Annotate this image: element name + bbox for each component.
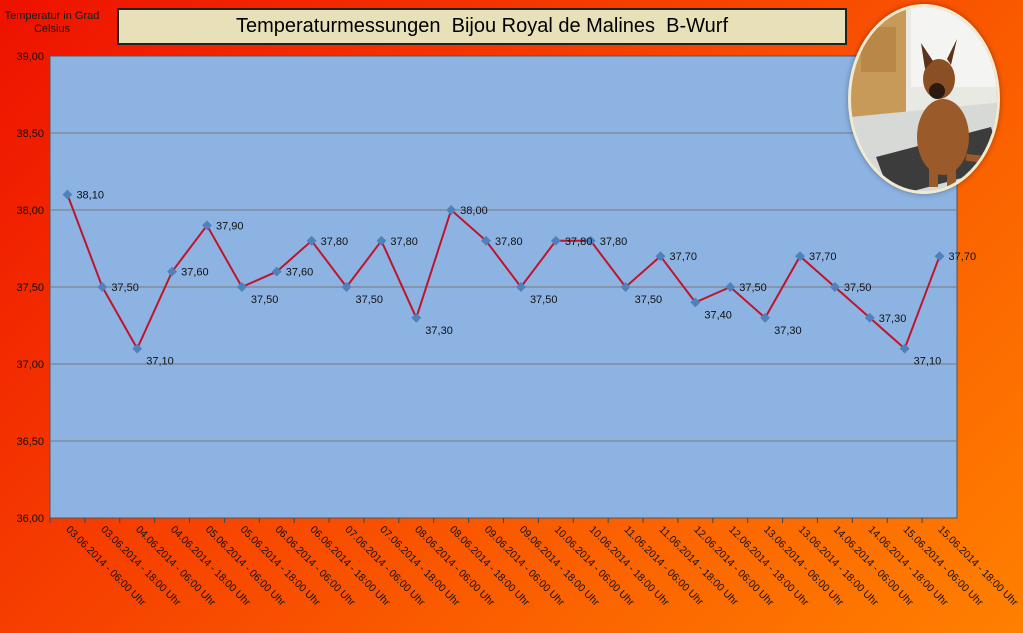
- y-tick-label: 37,50: [16, 282, 44, 294]
- data-label: 37,30: [425, 325, 453, 337]
- data-label: 37,80: [495, 236, 523, 248]
- data-label: 38,10: [76, 190, 104, 202]
- data-point: [899, 343, 910, 354]
- y-tick-label: 39,00: [16, 51, 44, 63]
- data-label: 37,60: [286, 267, 314, 279]
- data-point: [515, 282, 526, 292]
- data-point: [202, 220, 212, 231]
- data-label: 37,50: [530, 294, 558, 306]
- y-tick-label: 38,00: [16, 205, 44, 217]
- data-label: 37,50: [844, 282, 872, 294]
- data-point: [306, 235, 317, 246]
- data-label: 37,70: [809, 251, 837, 263]
- y-tick-label: 36,00: [16, 513, 44, 525]
- data-point: [864, 312, 875, 323]
- data-point: [411, 312, 422, 323]
- y-axis-label: Temperatur in Grad Celsius: [4, 10, 100, 35]
- data-point: [481, 235, 492, 246]
- data-label: 37,80: [600, 236, 628, 248]
- data-label: 37,50: [635, 294, 663, 306]
- data-label: 37,80: [565, 236, 593, 248]
- data-point: [690, 297, 701, 308]
- data-point: [62, 189, 73, 200]
- data-point: [550, 235, 561, 246]
- data-point: [236, 282, 247, 292]
- data-label: 37,50: [251, 294, 279, 306]
- data-point: [760, 312, 771, 323]
- data-label: 37,70: [669, 251, 697, 263]
- data-point: [725, 282, 736, 292]
- data-point: [341, 282, 352, 292]
- data-label: 37,50: [356, 294, 384, 306]
- data-label: 37,50: [111, 282, 139, 294]
- data-point: [132, 343, 143, 354]
- data-label: 37,40: [704, 309, 732, 321]
- y-tick-label: 37,00: [16, 359, 44, 371]
- chart-title: Temperaturmessungen Bijou Royal de Malin…: [117, 8, 847, 45]
- series-line: [66, 194, 941, 351]
- data-label: 37,60: [181, 267, 209, 279]
- data-point: [620, 282, 631, 292]
- data-label: 37,90: [216, 220, 244, 232]
- data-label: 37,80: [321, 236, 349, 248]
- data-point: [446, 205, 457, 215]
- data-point: [271, 266, 282, 277]
- data-label: 37,80: [390, 236, 418, 248]
- data-point: [167, 266, 178, 277]
- data-label: 37,50: [739, 282, 767, 294]
- data-point: [376, 235, 387, 246]
- data-label: 37,10: [914, 356, 942, 368]
- data-point: [829, 282, 840, 292]
- data-label: 37,10: [146, 356, 174, 368]
- data-point: [585, 235, 596, 246]
- data-label: 37,30: [774, 325, 802, 337]
- y-tick-label: 36,50: [16, 436, 44, 448]
- dog-photo-icon: [848, 4, 1000, 194]
- data-label: 37,70: [949, 251, 977, 263]
- y-tick-label: 38,50: [16, 128, 44, 140]
- data-label: 37,30: [879, 313, 907, 325]
- data-label: 38,00: [460, 205, 488, 217]
